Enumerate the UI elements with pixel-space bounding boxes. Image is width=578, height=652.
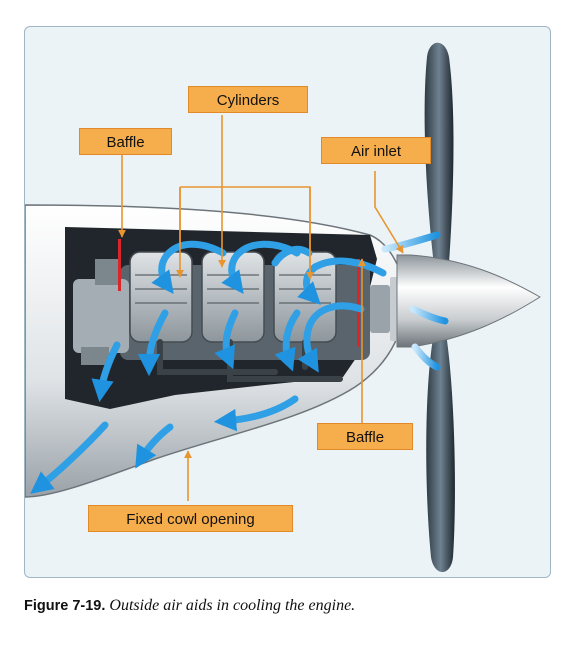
diagram-panel: Cylinders Baffle Air inlet Baffle Fixed …: [24, 26, 551, 578]
propeller-flange: [370, 285, 390, 333]
propeller-blade-upper: [424, 42, 454, 290]
engine-cooling-illustration: [25, 42, 541, 572]
airflow-arrows: [30, 231, 449, 494]
propeller-blade-lower: [426, 327, 455, 572]
figure-caption-text: Outside air aids in cooling the engine.: [109, 597, 356, 614]
spinner: [396, 254, 541, 348]
figure-number: Figure 7-19.: [24, 598, 106, 614]
label-fixed-cowl-opening: Fixed cowl opening: [88, 505, 293, 532]
label-baffle-rear: Baffle: [79, 128, 172, 155]
label-cylinders: Cylinders: [188, 86, 308, 113]
label-air-inlet: Air inlet: [321, 137, 431, 164]
baffle-front: [357, 259, 360, 347]
figure-caption: Figure 7-19. Outside air aids in cooling…: [24, 597, 355, 615]
leader-lines: [118, 115, 404, 501]
accessory-case: [73, 279, 129, 353]
baffle-rear: [118, 239, 121, 291]
label-baffle-front: Baffle: [317, 423, 413, 450]
